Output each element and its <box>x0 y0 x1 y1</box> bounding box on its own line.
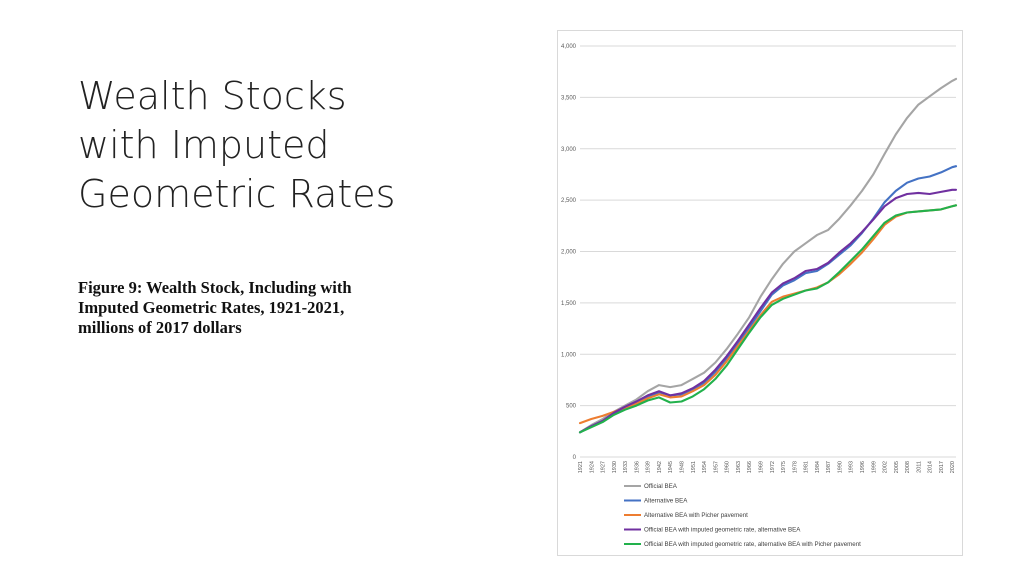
legend: Official BEA Alternative BEA Alternative B… <box>624 483 861 548</box>
slide-title-line-2: with Imputed <box>78 123 330 167</box>
x-tick-label: 1930 <box>612 461 618 473</box>
x-tick-label: 1978 <box>792 461 798 473</box>
x-tick-label: 1960 <box>725 461 731 473</box>
x-axis-tick-labels: 1921 1924 1927 1930 1933 1936 1939 1942 1945 1948… <box>578 461 956 473</box>
x-tick-label: 1951 <box>691 461 697 473</box>
x-tick-label: 1933 <box>623 461 629 473</box>
x-tick-label: 2005 <box>894 461 900 473</box>
x-tick-label: 1966 <box>747 461 753 473</box>
y-tick-label: 4,000 <box>561 44 577 50</box>
series-line-4 <box>578 188 958 434</box>
series-line-1 <box>578 77 958 434</box>
x-tick-label: 1945 <box>668 461 674 473</box>
x-tick-label: 1990 <box>837 461 843 473</box>
x-tick-label: 1957 <box>713 461 719 473</box>
y-tick-label: 1,000 <box>561 352 577 358</box>
legend-label: Alternative BEA <box>644 498 688 505</box>
y-tick-label: 500 <box>566 404 577 410</box>
caption-line-1: Figure 9: Wealth Stock, Including with <box>78 278 352 297</box>
legend-label: Official BEA with imputed geometric rate… <box>644 541 861 548</box>
x-tick-label: 1975 <box>781 461 787 473</box>
y-tick-label: 2,500 <box>561 198 577 204</box>
x-tick-label: 1954 <box>702 461 708 473</box>
gridlines <box>580 45 956 458</box>
x-tick-label: 1981 <box>804 461 810 473</box>
slide-title-line-1: Wealth Stocks <box>78 74 347 118</box>
figure-caption: Figure 9: Wealth Stock, Including with I… <box>78 278 408 338</box>
y-tick-label: 1,500 <box>561 301 577 307</box>
x-tick-label: 1996 <box>860 461 866 473</box>
series-line-3 <box>578 204 958 425</box>
x-tick-label: 1942 <box>657 461 663 473</box>
x-tick-label: 1921 <box>578 461 584 473</box>
x-tick-label: 2011 <box>916 461 922 473</box>
x-tick-label: 1969 <box>758 461 764 473</box>
series-line-5 <box>578 204 958 434</box>
x-tick-label: 1939 <box>646 461 652 473</box>
y-tick-label: 3,500 <box>561 95 577 101</box>
caption-line-2: Imputed Geometric Rates, 1921-2021, <box>78 298 345 317</box>
x-tick-label: 1948 <box>680 461 686 473</box>
legend-label: Alternative BEA with Picher pavement <box>644 512 748 519</box>
x-tick-label: 1987 <box>826 461 832 473</box>
x-tick-label: 1993 <box>849 461 855 473</box>
x-tick-label: 2002 <box>883 461 889 473</box>
x-tick-label: 1984 <box>815 461 821 473</box>
legend-label: Official BEA <box>644 483 678 490</box>
y-tick-label: 2,000 <box>561 250 577 256</box>
series-lines <box>578 77 958 434</box>
x-tick-label: 2014 <box>928 461 934 473</box>
x-tick-label: 1963 <box>736 461 742 473</box>
x-tick-label: 2020 <box>950 461 956 473</box>
x-tick-label: 1999 <box>871 461 877 473</box>
y-tick-label: 0 <box>573 455 577 461</box>
legend-label: Official BEA with imputed geometric rate… <box>644 527 801 534</box>
x-tick-label: 1936 <box>634 461 640 473</box>
x-tick-label: 2008 <box>905 461 911 473</box>
x-tick-label: 1927 <box>601 461 607 473</box>
line-chart: 05001,0001,5002,0002,5003,0003,5004,000 … <box>561 44 958 548</box>
x-tick-label: 2017 <box>939 461 945 473</box>
x-tick-label: 1972 <box>770 461 776 473</box>
slide-title-line-3: Geometric Rates <box>78 172 396 216</box>
x-tick-label: 1924 <box>589 461 595 473</box>
y-tick-label: 3,000 <box>561 147 577 153</box>
y-axis-tick-labels: 0 500 1,000 1,500 2,000 2,500 3,000 3,500 4,000 <box>561 44 577 461</box>
caption-line-3: millions of 2017 dollars <box>78 318 242 337</box>
chart-frame: 0 500 1,000 1,500 2,000 2,500 3,000 3,500 4,000 … <box>557 30 963 556</box>
slide-title: Wealth Stocks with Imputed Geometric Rat… <box>78 72 498 219</box>
